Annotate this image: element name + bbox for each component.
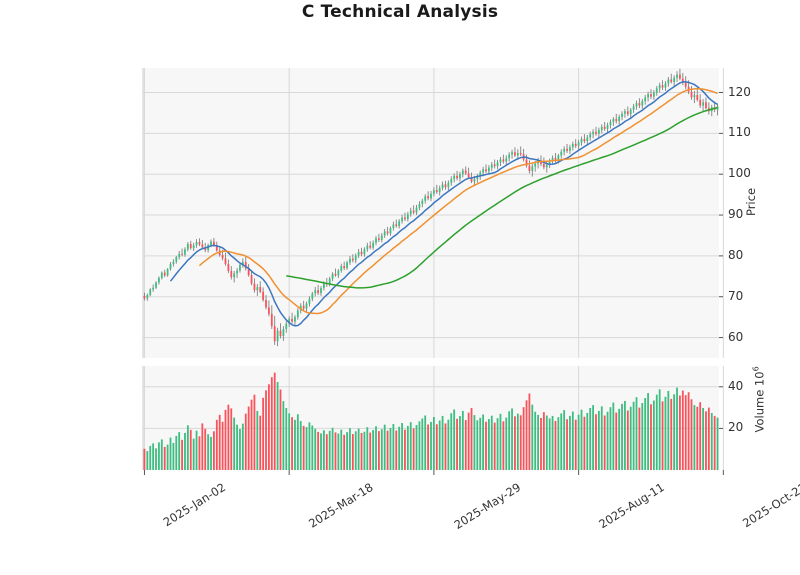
moving-average-lines	[169, 81, 718, 327]
price-tick-label: 100	[728, 166, 751, 181]
ma-mid-line	[198, 87, 718, 315]
price-tick-label: 60	[728, 329, 744, 344]
ma-short-line	[169, 81, 718, 327]
price-tick-label: 90	[728, 207, 744, 222]
plot-backgrounds	[143, 68, 719, 470]
price-tick-label: 80	[728, 247, 744, 262]
price-tick-label: 110	[728, 125, 751, 140]
price-axis-title: Price	[744, 187, 759, 217]
volume-axis-label-text: Volume 10	[752, 371, 767, 433]
axis-spines	[142, 68, 724, 475]
volume-axis-title: Volume 106	[752, 366, 767, 432]
page-title: C Technical Analysis	[301, 2, 499, 22]
volume-series	[143, 372, 719, 470]
volume-axis-exponent: 6	[751, 366, 761, 372]
price-tick-label: 120	[728, 84, 751, 99]
price-tick-label: 70	[728, 288, 744, 303]
volume-tick-label: 40	[728, 378, 744, 393]
volume-tick-label: 20	[728, 420, 744, 435]
ma-long-line	[286, 106, 718, 289]
candlestick-series	[143, 68, 719, 347]
